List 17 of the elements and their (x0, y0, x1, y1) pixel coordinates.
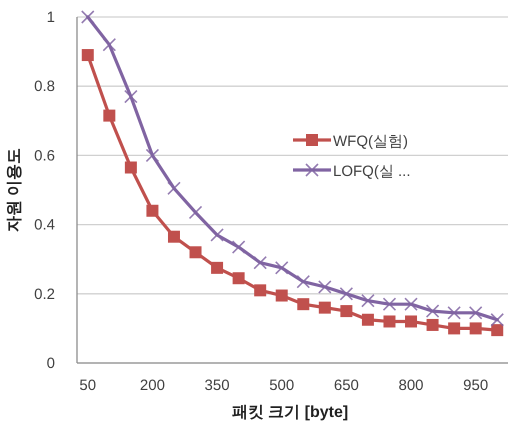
legend-label: WFQ(실험) (333, 133, 408, 150)
y-axis-title: 자원 이용도 (6, 148, 23, 232)
legend-label: LOFQ(실 ... (333, 163, 411, 180)
y-tick-label: 0.4 (34, 216, 55, 234)
y-tick-label: 1 (46, 9, 55, 26)
x-tick-label: 950 (463, 377, 488, 394)
x-tick-label: 800 (398, 377, 424, 394)
y-tick-label: 0.6 (34, 147, 55, 164)
y-tick-label: 0.2 (34, 286, 55, 303)
y-tick-label: 0.8 (34, 78, 55, 96)
x-tick-label: 650 (334, 377, 359, 394)
y-tick-label: 0 (46, 355, 55, 372)
x-axis-title: 패킷 크기 [byte] (232, 404, 348, 421)
x-tick-label: 500 (269, 377, 294, 394)
x-tick-label: 350 (204, 377, 230, 394)
x-tick-label: 50 (79, 377, 96, 394)
x-tick-label: 200 (140, 377, 165, 394)
